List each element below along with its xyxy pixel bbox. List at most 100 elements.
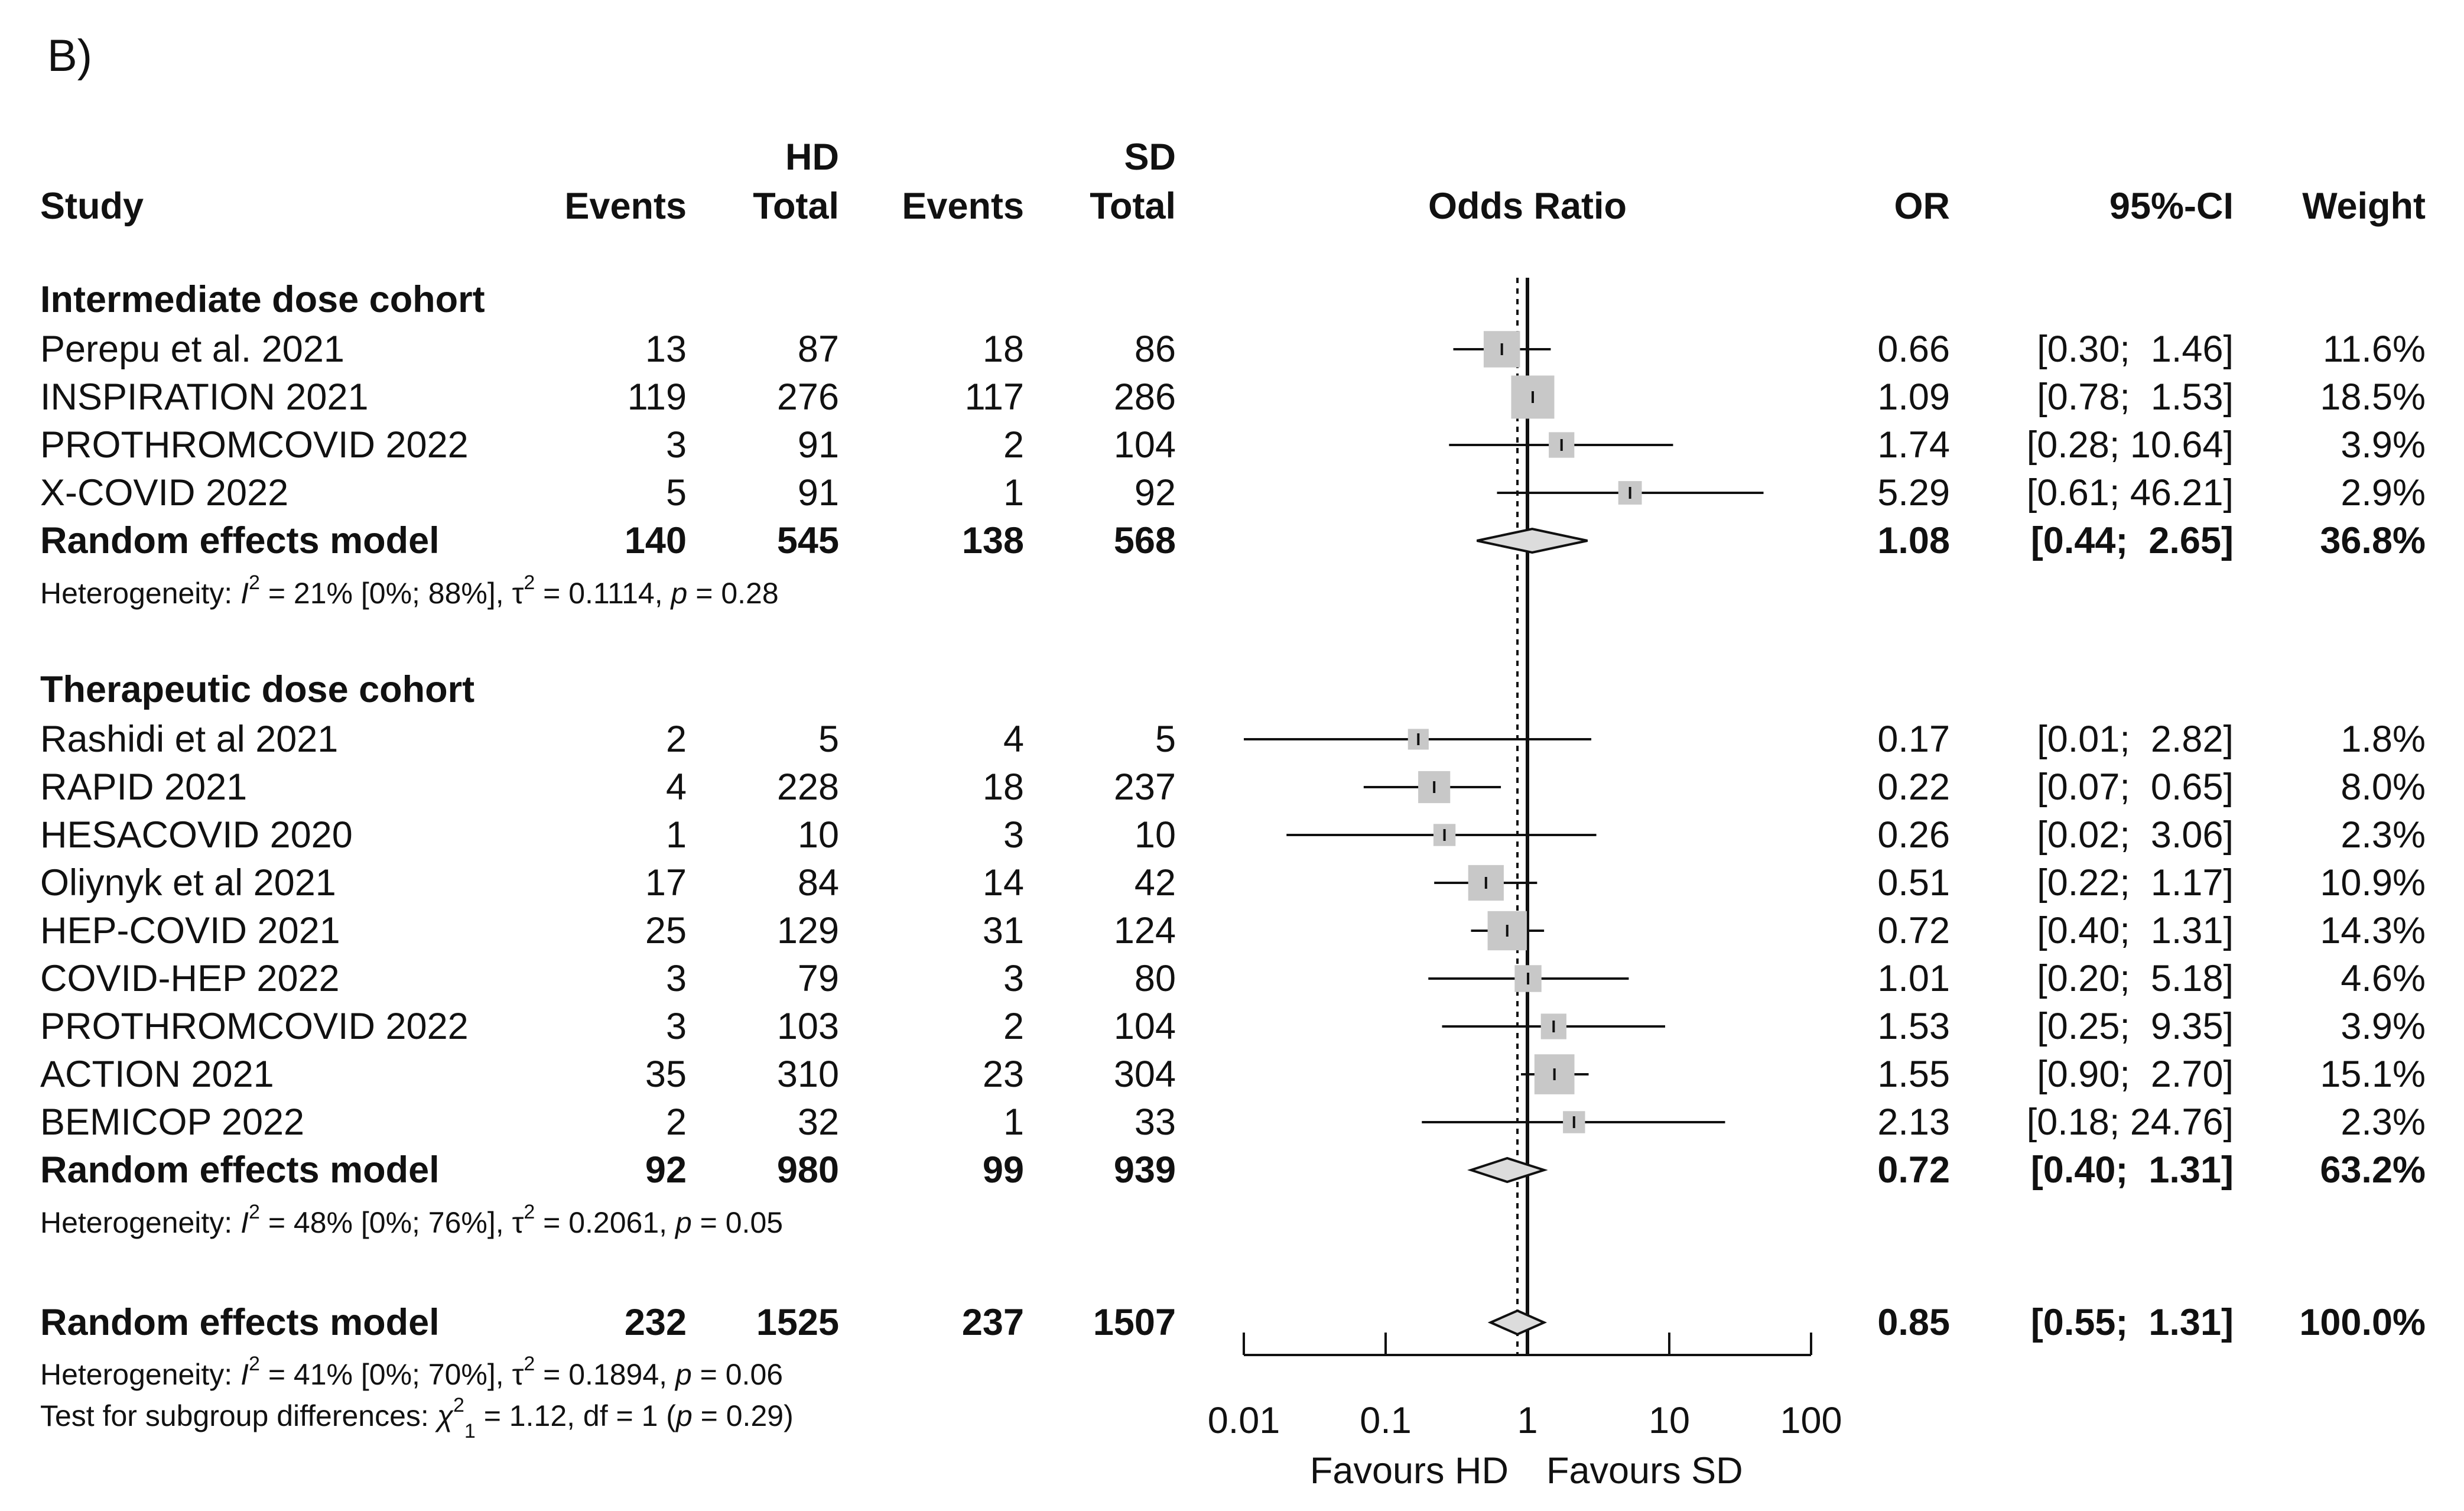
x-tick-label: 100 (1780, 1400, 1842, 1441)
table-layer: HD SD Study Events Total Events Total Odds Rati… (40, 137, 2426, 1491)
study-ci: [0.30; 1.46] (2037, 329, 2234, 370)
subgroup-model-hd-total: 545 (777, 520, 839, 561)
het-tau-value: = 0.2061, (535, 1206, 675, 1239)
study-name: Oliynyk et al 2021 (40, 862, 336, 904)
study-name: PROTHROMCOVID 2022 (40, 1006, 469, 1047)
panel-label: B) (47, 31, 92, 81)
study-or: 2.13 (1877, 1101, 1950, 1143)
het-tau-sup: 2 (524, 571, 535, 594)
study-name: HEP-COVID 2021 (40, 910, 340, 951)
test-chi-sub: 1 (464, 1420, 476, 1442)
het-p-label: p (674, 1206, 692, 1239)
study-name: COVID-HEP 2022 (40, 958, 340, 999)
study-or: 0.72 (1877, 910, 1950, 951)
study-sd-events: 23 (983, 1054, 1024, 1095)
study-sd-total: 5 (1155, 719, 1176, 760)
study-sd-total: 104 (1114, 1006, 1176, 1047)
study-weight: 8.0% (2341, 766, 2426, 808)
study-ci: [0.02; 3.06] (2037, 814, 2234, 856)
study-ci: [0.28; 10.64] (2027, 424, 2234, 466)
study-ci: [0.61; 46.21] (2027, 472, 2234, 514)
study-sd-total: 286 (1114, 376, 1176, 418)
study-name: INSPIRATION 2021 (40, 376, 369, 418)
subgroup-model-sd-events: 138 (962, 520, 1024, 561)
subgroup-model-diamond (1477, 527, 1588, 554)
study-weight: 2.3% (2341, 814, 2426, 856)
header-or: OR (1894, 186, 1951, 227)
study-hd-total: 10 (798, 814, 839, 856)
study-ci: [0.40; 1.31] (2037, 910, 2234, 951)
study-sd-events: 3 (1003, 814, 1024, 856)
study-sd-events: 18 (983, 329, 1024, 370)
test-p-label: p (675, 1399, 693, 1432)
study-weight: 18.5% (2320, 376, 2426, 418)
study-name: ACTION 2021 (40, 1054, 274, 1095)
study-weight: 15.1% (2320, 1054, 2426, 1095)
header-hd-total: Total (753, 186, 839, 227)
study-hd-total: 91 (798, 424, 839, 466)
study-name: PROTHROMCOVID 2022 (40, 424, 469, 466)
test-chi-label: χ (435, 1399, 454, 1432)
overall-model-weight: 100.0% (2299, 1302, 2426, 1343)
study-sd-events: 4 (1003, 719, 1024, 760)
study-weight: 3.9% (2341, 424, 2426, 466)
overall-model-hd-events: 232 (625, 1302, 687, 1343)
header-weight: Weight (2302, 186, 2426, 227)
study-or: 0.51 (1877, 862, 1950, 904)
study-hd-total: 5 (818, 719, 839, 760)
subgroup-model-hd-events: 140 (625, 520, 687, 561)
x-tick-label: 0.01 (1208, 1400, 1280, 1441)
study-or: 0.26 (1877, 814, 1950, 856)
het-p-value: = 0.05 (692, 1206, 783, 1239)
header-sd-events: Events (902, 186, 1024, 227)
overall-model-ci: [0.55; 1.31] (2031, 1302, 2234, 1343)
study-ci: [0.07; 0.65] (2037, 766, 2234, 808)
subgroup-model-ci: [0.40; 1.31] (2031, 1149, 2234, 1191)
study-sd-events: 14 (983, 862, 1024, 904)
study-hd-total: 129 (777, 910, 839, 951)
study-hd-total: 310 (777, 1054, 839, 1095)
study-or: 0.22 (1877, 766, 1950, 808)
study-weight: 11.6% (2323, 329, 2426, 370)
study-ci: [0.25; 9.35] (2037, 1006, 2234, 1047)
overall-model-sd-total: 1507 (1093, 1302, 1176, 1343)
study-sd-total: 304 (1114, 1054, 1176, 1095)
study-sd-events: 117 (965, 376, 1024, 418)
study-hd-events: 119 (628, 376, 687, 418)
study-or: 1.01 (1877, 958, 1950, 999)
het-p-label: p (670, 577, 688, 610)
het-p-value: = 0.06 (692, 1358, 783, 1391)
het-p-label: p (674, 1358, 692, 1391)
x-tick-label: 0.1 (1360, 1400, 1412, 1441)
het-i2-label: I (240, 1358, 249, 1391)
study-sd-events: 31 (983, 910, 1024, 951)
study-name: HESACOVID 2020 (40, 814, 353, 856)
subgroup-title: Intermediate dose cohort (40, 279, 485, 320)
study-hd-events: 3 (666, 1006, 687, 1047)
study-ci: [0.78; 1.53] (2037, 376, 2234, 418)
het-i2-sup: 2 (249, 1353, 260, 1375)
study-hd-total: 276 (777, 376, 839, 418)
subgroup-model-or: 0.72 (1877, 1149, 1950, 1191)
test-p-value: = 0.29) (693, 1399, 794, 1432)
het-tau-value: = 0.1894, (535, 1358, 675, 1391)
study-sd-events: 2 (1003, 424, 1024, 466)
subgroup-model-weight: 36.8% (2320, 520, 2426, 561)
study-hd-events: 1 (666, 814, 687, 856)
study-hd-total: 87 (798, 329, 839, 370)
overall-model-diamond (1487, 1309, 1548, 1336)
study-or: 1.55 (1877, 1054, 1950, 1095)
study-name: BEMICOP 2022 (40, 1101, 304, 1143)
het-p-value: = 0.28 (687, 577, 778, 610)
study-name: X-COVID 2022 (40, 472, 288, 514)
header-sd-total: Total (1090, 186, 1176, 227)
study-hd-total: 228 (777, 766, 839, 808)
test-chi-value: = 1.12, df = 1 ( (476, 1399, 676, 1432)
subgroup-model-sd-events: 99 (983, 1149, 1024, 1191)
favours-right-label: Favours SD (1546, 1450, 1743, 1491)
subgroup-model-or: 1.08 (1877, 520, 1950, 561)
study-sd-total: 33 (1135, 1101, 1176, 1143)
study-weight: 10.9% (2320, 862, 2426, 904)
study-or: 1.53 (1877, 1006, 1950, 1047)
